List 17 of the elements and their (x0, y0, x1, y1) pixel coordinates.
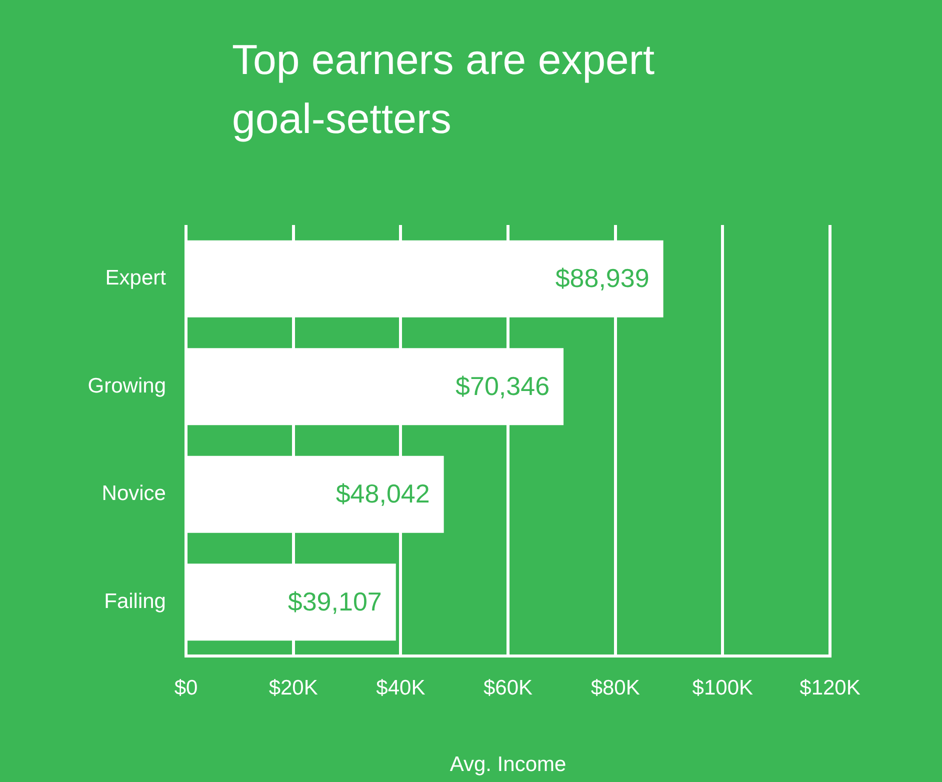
y-tick-label: Failing (104, 590, 166, 613)
data-label: $48,042 (336, 478, 430, 509)
x-tick-label: $20K (268, 676, 318, 700)
data-label: $88,939 (555, 263, 650, 294)
y-tick-label: Novice (102, 482, 166, 506)
x-tick-label: $80K (590, 676, 640, 700)
data-label: $39,107 (288, 586, 382, 616)
x-tick-label: $40K (376, 676, 426, 700)
y-tick-label: Growing (88, 374, 166, 398)
x-tick-label: $120K (800, 676, 860, 700)
chart-title: Top earners are expert goal-setters (232, 35, 656, 144)
y-tick-label: Expert (105, 266, 166, 290)
x-tick-label: $100K (692, 676, 754, 700)
x-tick-label: $60K (483, 676, 533, 700)
data-label: $70,346 (456, 370, 550, 401)
x-tick-label: $0 (174, 676, 198, 700)
x-axis-title: Avg. Income (450, 753, 566, 776)
